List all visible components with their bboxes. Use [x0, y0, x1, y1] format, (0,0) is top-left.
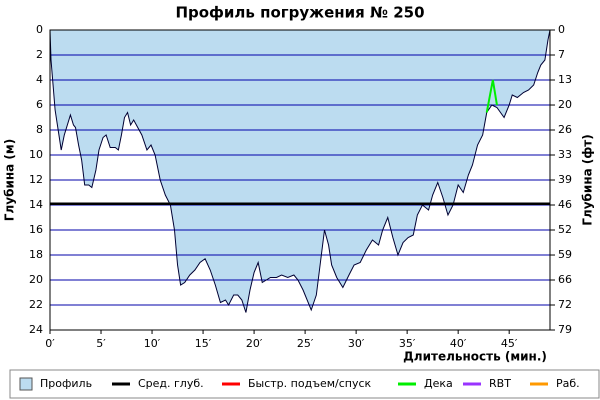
y-tick-label: 10: [29, 148, 43, 161]
legend-box: [9, 369, 600, 399]
y2-tick-label: 66: [558, 273, 572, 286]
y2-tick-label: 26: [558, 123, 572, 136]
x-tick-label: 0′: [45, 337, 55, 350]
y2-tick-label: 52: [558, 223, 572, 236]
y-tick-label: 18: [29, 248, 43, 261]
y2-tick-label: 59: [558, 248, 572, 261]
y2-tick-label: 7: [558, 48, 565, 61]
y2-tick-label: 13: [558, 73, 572, 86]
y-tick-label: 24: [29, 323, 43, 336]
series-line: [485, 79, 498, 113]
profile-line: [49, 29, 551, 313]
y-axis-label: Глубина (м): [3, 139, 17, 221]
y2-tick-label: 39: [558, 173, 572, 186]
y-tick-label: 12: [29, 173, 43, 186]
y2-tick-label: 72: [558, 298, 572, 311]
y2-tick-label: 0: [558, 23, 565, 36]
chart-title: Профиль погружения № 250: [175, 4, 424, 22]
y2-tick-label: 20: [558, 98, 572, 111]
profile-fill: [50, 30, 550, 313]
x-tick-label: 30′: [348, 337, 365, 350]
legend-label: Дека: [424, 377, 453, 390]
legend-label: Сред. глуб.: [138, 377, 204, 390]
y-tick-label: 20: [29, 273, 43, 286]
y-tick-label: 8: [36, 123, 43, 136]
y-tick-label: 6: [36, 98, 43, 111]
y2-axis-label: Глубина (фт): [581, 134, 595, 225]
y-tick-label: 4: [36, 73, 43, 86]
x-tick-label: 45′: [501, 337, 518, 350]
y-tick-label: 16: [29, 223, 43, 236]
legend-swatch: [19, 377, 33, 391]
y-tick-label: 22: [29, 298, 43, 311]
x-tick-label: 25′: [297, 337, 314, 350]
legend-label: RBT: [489, 377, 511, 390]
y2-tick-label: 33: [558, 148, 572, 161]
legend-label: Профиль: [40, 377, 92, 390]
legend-label: Раб.: [556, 377, 580, 390]
x-tick-label: 35′: [399, 337, 416, 350]
x-tick-label: 40′: [450, 337, 467, 350]
x-tick-label: 20′: [246, 337, 263, 350]
x-tick-label: 5′: [96, 337, 106, 350]
x-tick-label: 15′: [195, 337, 212, 350]
y-tick-label: 2: [36, 48, 43, 61]
y2-tick-label: 79: [558, 323, 572, 336]
y-tick-label: 0: [36, 23, 43, 36]
legend-label: Быстр. подъем/спуск: [248, 377, 372, 390]
x-axis-label: Длительность (мин.): [403, 350, 547, 364]
y-tick-label: 14: [29, 198, 43, 211]
x-tick-label: 10′: [144, 337, 161, 350]
y2-tick-label: 46: [558, 198, 572, 211]
